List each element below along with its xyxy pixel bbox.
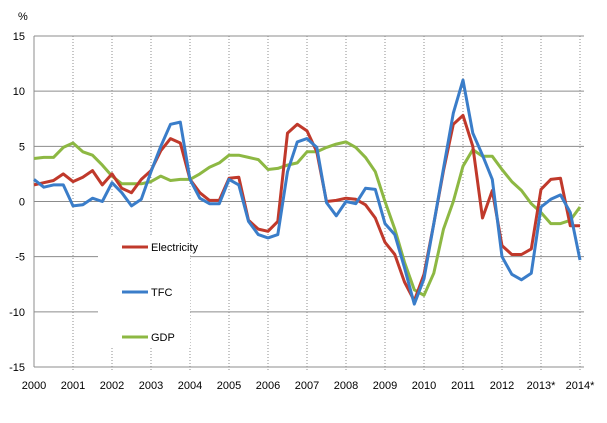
x-tick-label: 2010 [412, 380, 436, 392]
x-tick-label: 2013* [527, 380, 556, 392]
series-line-gdp [33, 140, 582, 297]
x-tick-label: 2014* [566, 380, 595, 392]
legend-label-tfc: TFC [151, 287, 172, 299]
y-tick-label: 15 [13, 31, 25, 43]
series-line-tfc [33, 78, 582, 306]
y-tick-label: 5 [19, 141, 25, 153]
y-tick-label: -15 [9, 362, 25, 374]
y-tick-label: 0 [19, 197, 25, 209]
x-tick-label: 2012 [490, 380, 514, 392]
x-tick-label: 2005 [217, 380, 241, 392]
x-tick-label: 2002 [100, 380, 124, 392]
x-tick-label: 2004 [178, 380, 202, 392]
legend: Electricity TFC GDP [122, 242, 199, 344]
y-tick-label: -10 [9, 307, 25, 319]
legend-label-gdp: GDP [151, 332, 175, 344]
x-tick-label: 2000 [22, 380, 46, 392]
x-tick-label: 2003 [139, 380, 163, 392]
x-tick-label: 2008 [334, 380, 358, 392]
y-tick-label: 10 [13, 86, 25, 98]
y-axis-ticks: 15 10 5 0 -5 -10 -15 [9, 31, 25, 374]
x-tick-label: 2011 [451, 380, 475, 392]
x-tick-label: 2001 [61, 380, 85, 392]
x-axis-ticks: 2000 2001 2002 2003 2004 2005 2006 2007 2008 2009… [22, 380, 595, 392]
y-tick-label: -5 [15, 252, 25, 264]
series-line-electricity [33, 113, 580, 303]
x-tick-label: 2007 [295, 380, 319, 392]
x-tick-label: 2009 [373, 380, 397, 392]
series-lines [33, 78, 582, 306]
x-tick-label: 2006 [256, 380, 280, 392]
legend-label-electricity: Electricity [151, 242, 199, 254]
y-axis-unit-label: % [18, 11, 28, 23]
